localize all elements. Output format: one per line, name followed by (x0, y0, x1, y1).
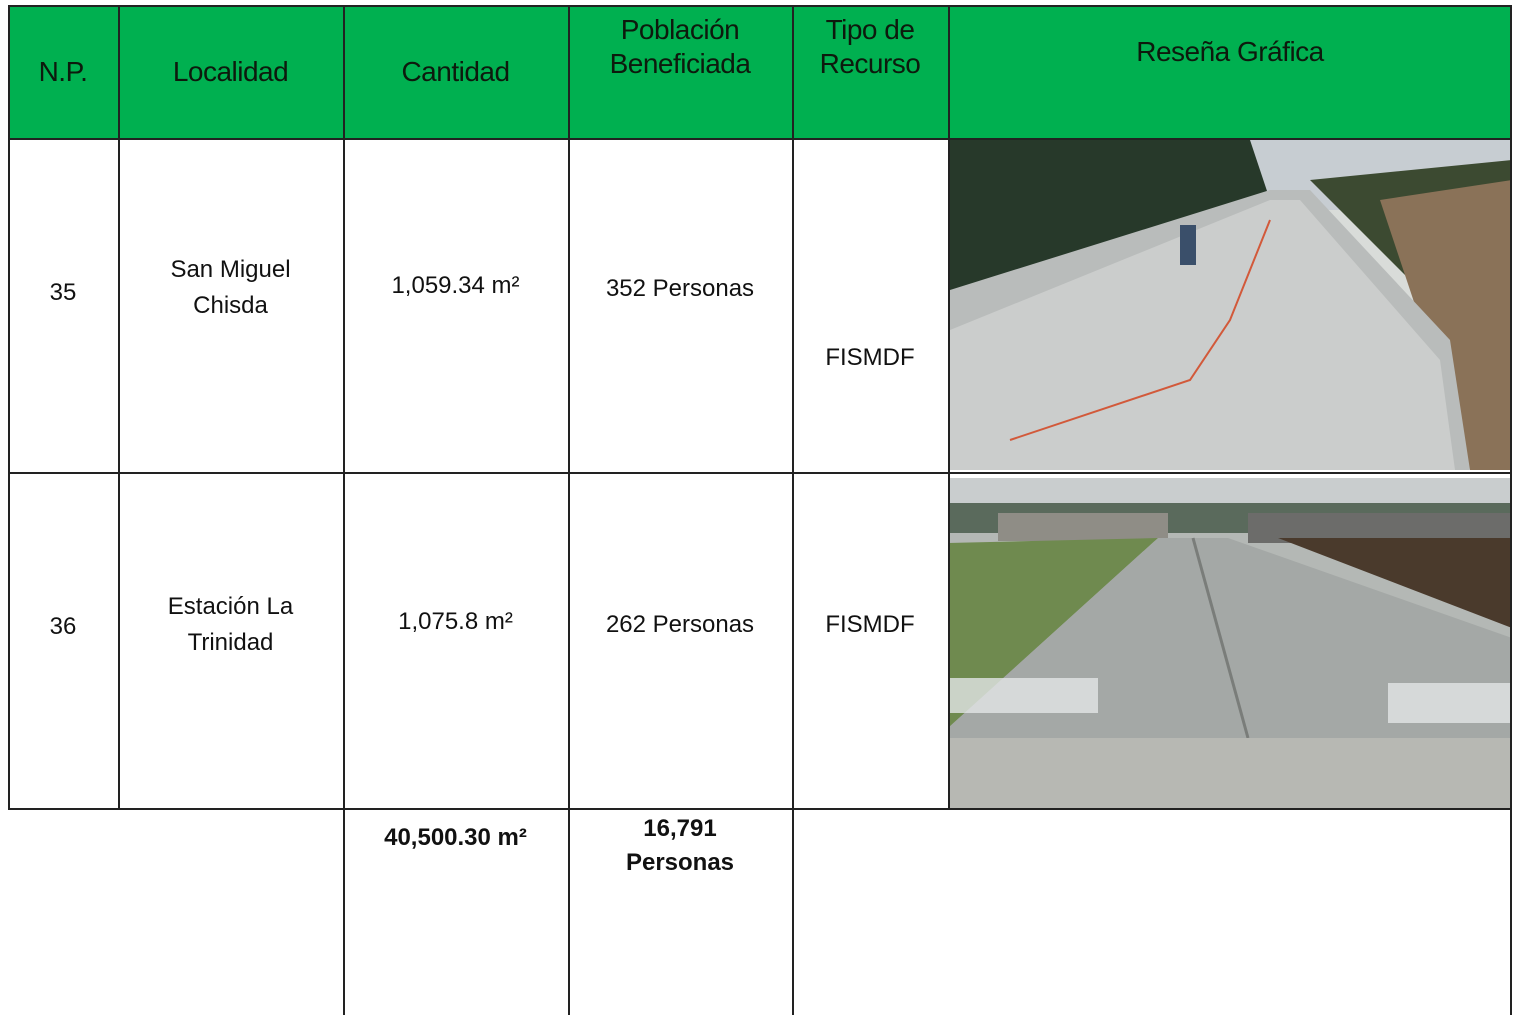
border (8, 808, 1512, 810)
header-cell: Población Beneficiada (568, 5, 792, 138)
cell-text: FISMDF (825, 611, 915, 638)
header-text: Reseña Gráfica (1136, 36, 1324, 67)
header-text: Localidad (172, 55, 289, 87)
cell-text: 262 Personas (605, 611, 755, 638)
border (948, 5, 950, 808)
cell: FISMDF (792, 472, 948, 778)
total-cell: 40,500.30 m² (343, 808, 568, 868)
border (118, 5, 120, 808)
total-cell: 16,791 Personas (568, 808, 792, 898)
cell: 1,059.34 m² (343, 138, 568, 434)
total-text: 40,500.30 m² (384, 824, 527, 851)
cell-text: 352 Personas (605, 275, 755, 302)
border (1510, 5, 1512, 1015)
cell: 36 (8, 472, 118, 782)
header-cell: Localidad (118, 5, 343, 138)
header-cell: N.P. (8, 5, 118, 138)
cell-text: 1,075.8 m² (398, 608, 513, 635)
cell: 35 (8, 138, 118, 448)
border (568, 5, 570, 1015)
cell-text: 36 (49, 613, 77, 640)
header-cell: Cantidad (343, 5, 568, 138)
cell-text: FISMDF (825, 344, 915, 371)
photo-road-1 (950, 140, 1512, 470)
cell: FISMDF (792, 138, 948, 578)
cell: 352 Personas (568, 138, 792, 440)
border (792, 5, 794, 1015)
header-text: Cantidad (401, 55, 510, 87)
border (8, 472, 1512, 474)
cell-text: 35 (49, 279, 77, 306)
cell: Estación La Trinidad (118, 472, 343, 778)
header-text: Población Beneficiada (609, 14, 751, 79)
cell-text: San Miguel Chisda (170, 256, 291, 319)
cell: San Miguel Chisda (118, 138, 343, 438)
header-cell: Reseña Gráfica (948, 5, 1512, 138)
photo-road-2 (948, 478, 1512, 808)
cell-text: Estación La Trinidad (167, 593, 294, 656)
border (8, 5, 1512, 7)
border (8, 5, 10, 808)
header-text: Tipo de Recurso (819, 14, 921, 79)
border (343, 5, 345, 1015)
header-cell: Tipo de Recurso (792, 5, 948, 138)
cell: 262 Personas (568, 472, 792, 778)
cell-text: 1,059.34 m² (391, 272, 520, 299)
total-text: 16,791 Personas (625, 815, 735, 876)
border (8, 138, 1512, 140)
cell: 1,075.8 m² (343, 472, 568, 772)
header-text: N.P. (38, 55, 88, 87)
